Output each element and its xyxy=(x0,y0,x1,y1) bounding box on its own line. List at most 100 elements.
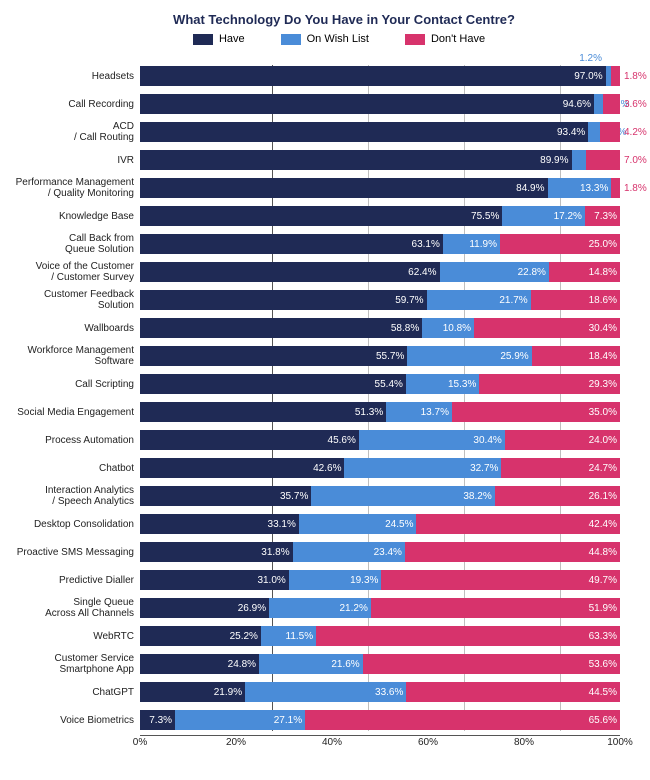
segment-value: 63.3% xyxy=(589,631,617,642)
legend: Have On Wish List Don't Have xyxy=(58,33,620,45)
bar-segment: 55.4% xyxy=(140,374,406,394)
bar-row: Call Back fromQueue Solution63.1%11.9%25… xyxy=(8,233,620,255)
bar: 75.5%17.2%7.3% xyxy=(140,206,620,226)
bar-segment: 35.0% xyxy=(452,402,620,422)
segment-value: 14.8% xyxy=(589,267,617,278)
segment-value: 89.9% xyxy=(540,155,568,166)
bar-segment: 23.4% xyxy=(293,542,405,562)
bar-row: Wallboards58.8%10.8%30.4% xyxy=(8,317,620,339)
legend-label: Don't Have xyxy=(431,33,485,45)
bar-row: Chatbot42.6% 32.7% 24.7% xyxy=(8,457,620,479)
bar-segment: 1.8% xyxy=(611,178,620,198)
category-label: Voice Biometrics xyxy=(8,715,140,726)
bar-segment: 19.3% xyxy=(289,570,382,590)
bar-row: Desktop Consolidation 33.1%24.5% 42.4% xyxy=(8,513,620,535)
bar-segment: 1.8% xyxy=(594,94,603,114)
segment-value: 24.7% xyxy=(589,463,617,474)
bar-segment: 18.6% xyxy=(531,290,620,310)
axis-tick: 80% xyxy=(514,737,534,748)
bar: 58.8%10.8%30.4% xyxy=(140,318,620,338)
segment-value: 13.3% xyxy=(580,183,608,194)
bar-row: Knowledge Base75.5%17.2%7.3% xyxy=(8,205,620,227)
bar-segment: 7.0% xyxy=(586,150,620,170)
bar-segment: 11.9% xyxy=(443,234,500,254)
segment-value: 3.6% xyxy=(624,99,647,110)
category-label: Call Back fromQueue Solution xyxy=(8,233,140,255)
segment-value: 25.9% xyxy=(500,351,528,362)
bar-segment: 93.4% xyxy=(140,122,588,142)
segment-value: 33.1% xyxy=(268,519,296,530)
bar-segment: 30.4% xyxy=(359,430,505,450)
category-label: Knowledge Base xyxy=(8,211,140,222)
axis-tick: 0% xyxy=(133,737,147,748)
segment-value: 10.8% xyxy=(443,323,471,334)
segment-value: 25.0% xyxy=(589,239,617,250)
bar-segment: 3.1% xyxy=(572,150,587,170)
segment-value: 55.7% xyxy=(376,351,404,362)
segment-value: 24.8% xyxy=(228,659,256,670)
bar-segment: 53.6% xyxy=(363,654,620,674)
segment-value: 18.4% xyxy=(589,351,617,362)
segment-value: 1.8% xyxy=(624,183,647,194)
category-label: Headsets xyxy=(8,71,140,82)
bar-segment: 24.5% xyxy=(299,514,417,534)
bar-row: Predictive Dialler31.0%19.3%49.7% xyxy=(8,569,620,591)
bar-row: Single QueueAcross All Channels26.9%21.2… xyxy=(8,597,620,619)
segment-value: 44.5% xyxy=(589,687,617,698)
segment-value: 1.8% xyxy=(624,71,647,82)
segment-value: 7.3% xyxy=(149,715,172,726)
axis-tick: 40% xyxy=(322,737,342,748)
bar-segment: 44.8% xyxy=(405,542,620,562)
axis-tick: 20% xyxy=(226,737,246,748)
chart-container: What Technology Do You Have in Your Cont… xyxy=(0,0,650,765)
segment-value: 11.9% xyxy=(469,239,497,250)
category-label: Predictive Dialler xyxy=(8,575,140,586)
category-label: Proactive SMS Messaging xyxy=(8,547,140,558)
bar-segment: 26.9% xyxy=(140,598,269,618)
bar-rows: Headsets97.0%1.8%Call Recording94.6%1.8%… xyxy=(8,65,620,731)
bar-segment: 15.3% xyxy=(406,374,479,394)
category-label: Voice of the Customer/ Customer Survey xyxy=(8,261,140,283)
bar-segment: 10.8% xyxy=(422,318,474,338)
bar-row: Social Media Engagement51.3%13.7%35.0% xyxy=(8,401,620,423)
category-label: Customer FeedbackSolution xyxy=(8,289,140,311)
segment-value: 65.6% xyxy=(589,715,617,726)
bar-row: WebRTC25.2%11.5%63.3% xyxy=(8,625,620,647)
segment-value: 26.9% xyxy=(238,603,266,614)
segment-value: 19.3% xyxy=(350,575,378,586)
bar-row: Customer ServiceSmartphone App24.8%21.6%… xyxy=(8,653,620,675)
bar-segment: 24.0% xyxy=(505,430,620,450)
segment-value: 97.0% xyxy=(574,71,602,82)
category-label: Chatbot xyxy=(8,463,140,474)
bar-row: Voice Biometrics7.3%27.1%65.6% xyxy=(8,709,620,731)
bar-segment: 42.6% xyxy=(140,458,344,478)
segment-value: 4.2% xyxy=(624,127,647,138)
bar-segment: 22.8% xyxy=(440,262,549,282)
bar-segment: 30.4% xyxy=(474,318,620,338)
bar-segment: 21.2% xyxy=(269,598,371,618)
segment-value: 13.7% xyxy=(421,407,449,418)
bar: 94.6%1.8%3.6% xyxy=(140,94,620,114)
category-label: Interaction Analytics/ Speech Analytics xyxy=(8,485,140,507)
bar-segment: 26.1% xyxy=(495,486,620,506)
bar: 35.7%38.2%26.1% xyxy=(140,486,620,506)
category-label: Desktop Consolidation xyxy=(8,519,140,530)
bar-segment: 94.6% xyxy=(140,94,594,114)
category-label: ACD/ Call Routing xyxy=(8,121,140,143)
bar-segment: 21.9% xyxy=(140,682,245,702)
bar-segment: 84.9% xyxy=(140,178,548,198)
bar: 31.0%19.3%49.7% xyxy=(140,570,620,590)
bar-segment: 11.5% xyxy=(261,626,316,646)
bar-segment: 65.6% xyxy=(305,710,620,730)
legend-swatch xyxy=(193,34,213,45)
segment-value: 31.8% xyxy=(261,547,289,558)
category-label: Call Recording xyxy=(8,99,140,110)
bar: 89.9% 3.1%7.0% xyxy=(140,150,620,170)
segment-value: 42.4% xyxy=(589,519,617,530)
bar-segment: 89.9% xyxy=(140,150,572,170)
bar: 25.2%11.5%63.3% xyxy=(140,626,620,646)
bar-segment: 63.3% xyxy=(316,626,620,646)
segment-value: 62.4% xyxy=(408,267,436,278)
segment-value: 32.7% xyxy=(470,463,498,474)
bar-row: Interaction Analytics/ Speech Analytics3… xyxy=(8,485,620,507)
